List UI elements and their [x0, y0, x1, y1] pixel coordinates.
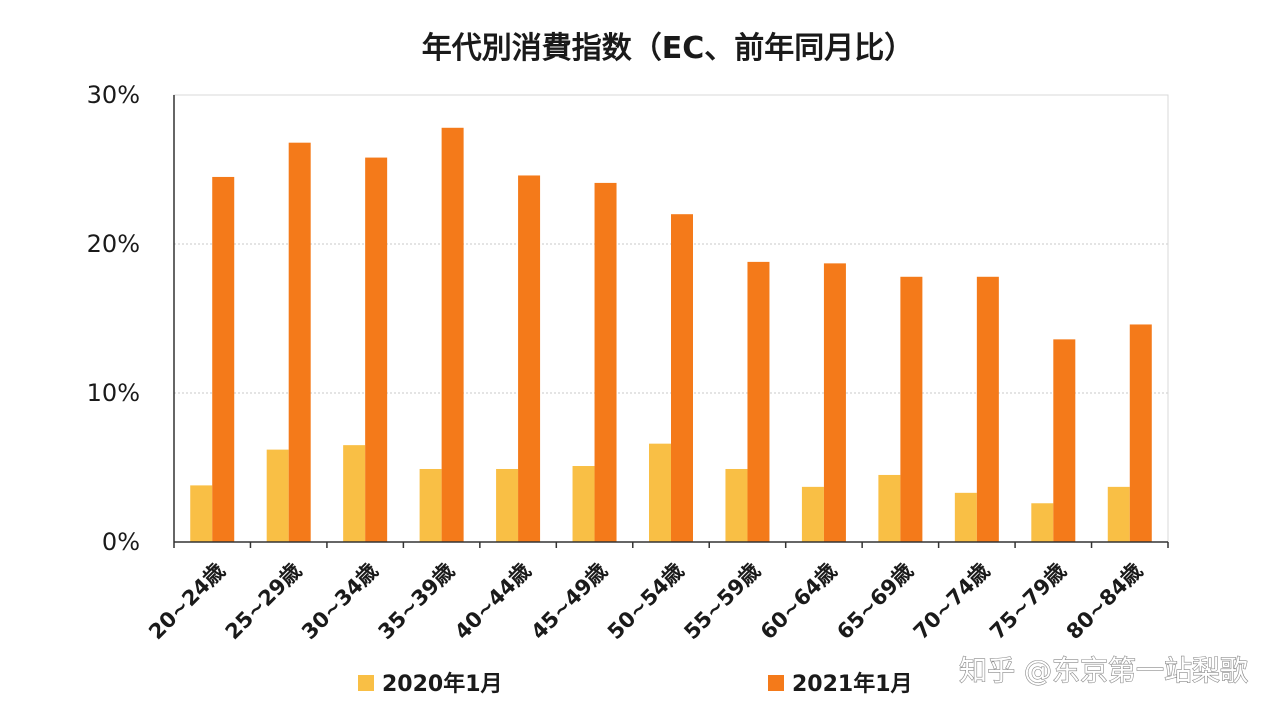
- y-tick-label: 20%: [87, 230, 140, 258]
- x-tick-label: 75~79歳: [985, 559, 1071, 645]
- y-tick-label: 30%: [87, 81, 140, 109]
- bar-series1: [1031, 503, 1054, 542]
- x-tick-label: 70~74歳: [909, 559, 995, 645]
- x-axis: 20~24歳25~29歳30~34歳35~39歳40~44歳45~49歳50~5…: [144, 541, 1169, 645]
- bar-series1: [343, 445, 366, 542]
- bar-series1: [1107, 486, 1130, 542]
- bar-series2: [823, 263, 846, 542]
- bar-series1: [190, 485, 213, 542]
- bar-series2: [1129, 324, 1152, 542]
- bar-series1: [725, 468, 748, 542]
- bar-series2: [212, 176, 235, 542]
- bar-series1: [419, 468, 442, 542]
- bar-series2: [900, 276, 923, 542]
- x-tick-label: 30~34歳: [297, 559, 383, 645]
- y-tick-label: 0%: [102, 528, 140, 556]
- bar-series2: [747, 261, 770, 542]
- chart-title: 年代別消費指数（EC、前年同月比）: [422, 31, 915, 66]
- watermark: 知乎 @东京第一站梨歌: [959, 654, 1248, 687]
- x-tick-label: 45~49歳: [526, 559, 612, 645]
- x-tick-label: 60~64歳: [756, 559, 842, 645]
- legend: 2020年1月 2021年1月: [358, 671, 913, 697]
- x-tick-label: 80~84歳: [1062, 559, 1148, 645]
- bar-series1: [649, 443, 671, 542]
- y-tick-label: 10%: [87, 379, 140, 407]
- legend-swatch: [768, 675, 784, 691]
- bar-series2: [441, 127, 464, 542]
- bar-series1: [878, 474, 901, 542]
- legend-swatch: [358, 675, 374, 691]
- bars: [190, 127, 1152, 542]
- legend-label: 2020年1月: [382, 671, 503, 697]
- x-tick-label: 25~29歳: [221, 559, 307, 645]
- x-tick-label: 35~39歳: [374, 559, 460, 645]
- bar-series2: [365, 157, 388, 542]
- bar-series1: [266, 449, 289, 542]
- bar-series1: [496, 468, 519, 542]
- bar-series2: [288, 142, 311, 542]
- legend-label: 2021年1月: [792, 671, 913, 697]
- bar-series1: [572, 466, 595, 542]
- bar-series1: [954, 492, 977, 542]
- x-tick-label: 50~54歳: [603, 559, 689, 645]
- bar-series2: [976, 276, 999, 542]
- bar-series1: [801, 486, 824, 542]
- x-tick-label: 40~44歳: [450, 559, 536, 645]
- bar-series2: [594, 182, 617, 542]
- x-tick-label: 55~59歳: [679, 559, 765, 645]
- bar-series2: [671, 214, 693, 542]
- y-axis: 0% 10% 20% 30%: [87, 81, 175, 556]
- bar-series2: [1053, 339, 1076, 542]
- x-tick-label: 20~24歳: [144, 559, 230, 645]
- bar-series2: [518, 175, 541, 542]
- x-tick-label: 65~69歳: [832, 559, 918, 645]
